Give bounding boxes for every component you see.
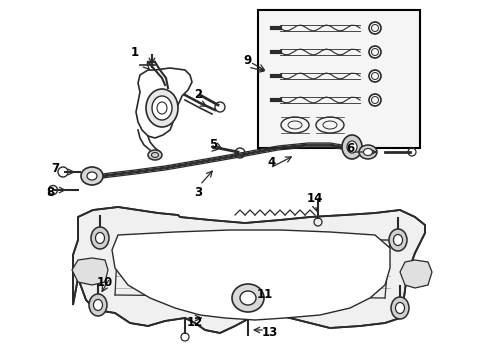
- Ellipse shape: [388, 229, 406, 251]
- Bar: [258, 10, 419, 148]
- Text: 3: 3: [194, 185, 202, 198]
- Ellipse shape: [346, 141, 356, 153]
- Ellipse shape: [390, 297, 408, 319]
- Ellipse shape: [87, 172, 97, 180]
- Ellipse shape: [395, 302, 404, 314]
- Text: 10: 10: [97, 275, 113, 288]
- Ellipse shape: [231, 284, 264, 312]
- Ellipse shape: [93, 300, 102, 310]
- Ellipse shape: [341, 135, 361, 159]
- Ellipse shape: [81, 167, 103, 185]
- Text: 2: 2: [194, 89, 202, 102]
- Ellipse shape: [358, 145, 376, 159]
- Ellipse shape: [89, 294, 107, 316]
- Text: 1: 1: [131, 45, 139, 58]
- Ellipse shape: [152, 96, 172, 120]
- Text: 4: 4: [267, 156, 276, 168]
- Text: 8: 8: [46, 185, 54, 198]
- Ellipse shape: [363, 148, 372, 156]
- Text: 9: 9: [244, 54, 252, 67]
- Text: 14: 14: [306, 192, 323, 204]
- Ellipse shape: [95, 233, 104, 243]
- Ellipse shape: [91, 227, 109, 249]
- Text: 11: 11: [256, 288, 273, 302]
- Text: 13: 13: [262, 325, 278, 338]
- Ellipse shape: [148, 150, 162, 160]
- Polygon shape: [72, 258, 108, 285]
- Ellipse shape: [393, 234, 402, 246]
- Text: 5: 5: [208, 139, 217, 152]
- Text: 6: 6: [345, 141, 353, 154]
- Text: 12: 12: [186, 315, 203, 328]
- Ellipse shape: [240, 291, 256, 305]
- Polygon shape: [399, 260, 431, 288]
- Ellipse shape: [146, 89, 178, 127]
- Polygon shape: [73, 207, 424, 333]
- Text: 7: 7: [51, 162, 59, 175]
- Polygon shape: [112, 230, 389, 320]
